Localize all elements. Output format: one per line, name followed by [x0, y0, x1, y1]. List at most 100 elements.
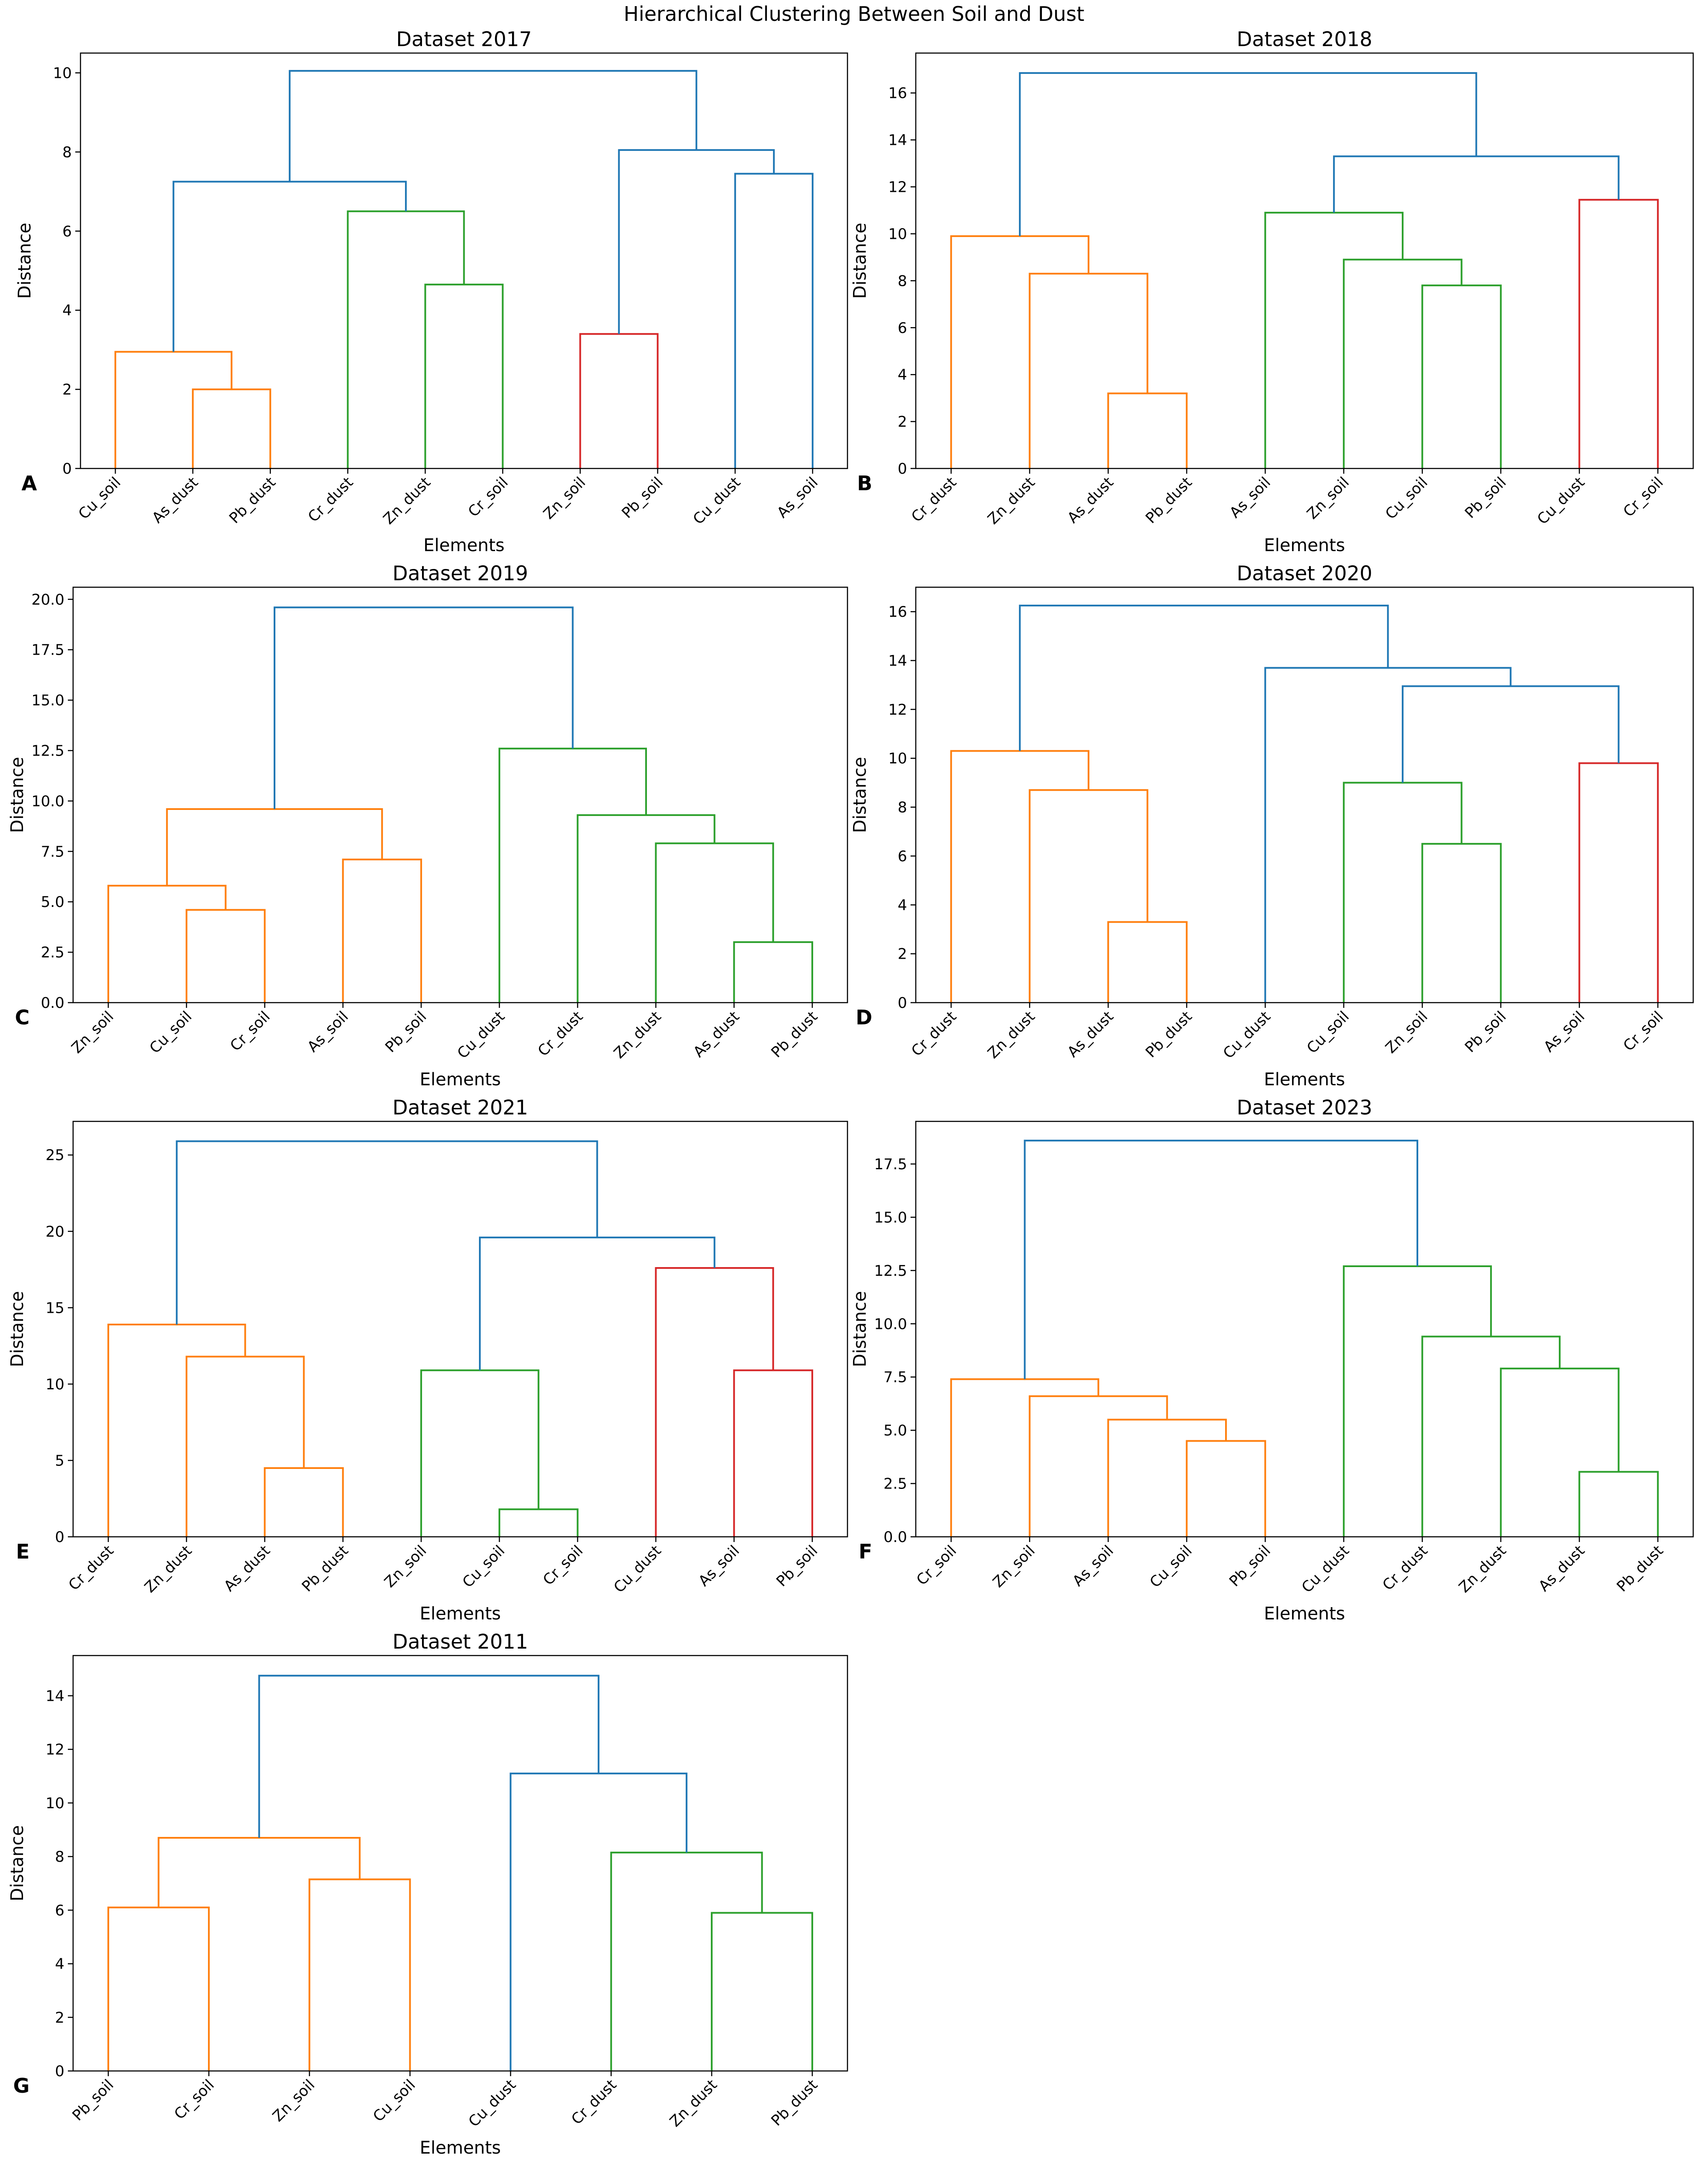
panel-title: Dataset 2019: [392, 562, 528, 585]
dendrogram-link: [308, 1878, 411, 2071]
y-tick-label: 0: [55, 2063, 64, 2080]
y-tick-label: 12: [888, 179, 907, 196]
dendrogram-link: [576, 814, 716, 1003]
dendrogram-link: [107, 1323, 246, 1537]
y-tick-label: 5.0: [41, 893, 64, 911]
dendrogram-link: [1186, 1440, 1266, 1537]
y-tick-label: 16: [888, 603, 907, 621]
plot-frame: [915, 52, 1694, 469]
y-tick-label: 0: [62, 460, 72, 478]
y-tick-label: 8: [898, 799, 907, 816]
panel-label: E: [16, 1540, 30, 1563]
dendrogram-link: [509, 1773, 688, 2071]
x-axis-label: Elements: [1264, 1604, 1345, 1624]
y-tick-label: 4: [898, 896, 907, 914]
dendrogram-link: [420, 1369, 539, 1537]
y-tick-label: 20: [46, 1223, 64, 1241]
y-tick-label: 10.0: [31, 793, 64, 810]
y-tick-label: 0: [898, 994, 907, 1012]
y-tick-label: 2: [62, 381, 72, 398]
panel-title: Dataset 2011: [392, 1630, 528, 1653]
y-tick-label: 2: [898, 413, 907, 431]
dendrogram-link: [734, 173, 814, 468]
y-axis-label: Distance: [7, 757, 27, 833]
dendrogram-link: [1421, 284, 1502, 468]
dendrogram-link: [1578, 199, 1659, 468]
panel-title: Dataset 2020: [1237, 562, 1373, 585]
dendrogram-link: [258, 1675, 599, 1838]
dendrogram-link: [655, 1267, 774, 1537]
x-axis-label: Elements: [1264, 535, 1345, 555]
y-tick-label: 0: [55, 1529, 64, 1546]
dendrogram-link: [479, 1236, 716, 1371]
y-tick-label: 8: [898, 272, 907, 290]
y-tick-label: 14: [46, 1687, 64, 1705]
y-tick-label: 12: [888, 701, 907, 719]
panel-label: D: [856, 1006, 872, 1029]
y-tick-label: 10.0: [874, 1315, 907, 1333]
y-tick-label: 5: [55, 1452, 64, 1469]
y-tick-label: 10: [46, 1795, 64, 1812]
y-tick-label: 4: [898, 366, 907, 384]
y-tick-label: 8: [62, 144, 72, 161]
panel-title: Dataset 2021: [392, 1096, 528, 1119]
dendrogram-link: [1264, 211, 1404, 468]
y-tick-label: 6: [898, 319, 907, 337]
y-tick-label: 2: [55, 2009, 64, 2027]
panel-label: G: [13, 2074, 30, 2097]
y-tick-label: 15.0: [31, 692, 64, 709]
dendrogram-link: [185, 909, 266, 1003]
y-axis-label: Distance: [7, 1825, 27, 1901]
dendrogram-link: [1019, 72, 1477, 236]
dendrogram-link: [273, 606, 574, 809]
y-tick-label: 12.5: [31, 743, 64, 760]
x-axis-label: Elements: [420, 1070, 501, 1090]
y-tick-label: 5.0: [884, 1422, 907, 1439]
y-tick-label: 4: [62, 302, 72, 319]
y-tick-label: 15: [46, 1299, 64, 1317]
dendrogram-link: [347, 210, 465, 468]
y-tick-label: 15.0: [874, 1209, 907, 1226]
y-axis-label: Distance: [850, 223, 870, 299]
y-tick-label: 4: [55, 1956, 64, 1973]
y-tick-label: 14: [888, 652, 907, 670]
x-axis-label: Elements: [423, 535, 504, 555]
dendrogram-link: [1019, 605, 1389, 751]
dendrogram-link: [288, 70, 697, 182]
y-tick-label: 2.5: [41, 944, 64, 961]
y-axis-label: Distance: [850, 1291, 870, 1367]
y-tick-label: 10: [46, 1376, 64, 1393]
y-axis-label: Distance: [7, 1291, 27, 1367]
y-tick-label: 20.0: [31, 591, 64, 609]
dendrogram-link: [1024, 1140, 1418, 1379]
dendrogram-link: [107, 885, 227, 1003]
y-tick-label: 6: [55, 1902, 64, 1919]
y-tick-label: 0.0: [884, 1529, 907, 1546]
dendrogram-link: [1343, 1265, 1492, 1537]
dendrogram-link: [579, 333, 659, 468]
y-tick-label: 25: [46, 1147, 64, 1164]
y-tick-label: 10: [53, 64, 72, 82]
y-axis-label: Distance: [850, 757, 870, 833]
plot-frame: [72, 586, 848, 1004]
y-tick-label: 10: [888, 750, 907, 767]
y-axis-label: Distance: [15, 223, 35, 299]
y-tick-label: 6: [62, 223, 72, 240]
panel-label: A: [21, 472, 37, 495]
y-tick-label: 8: [55, 1848, 64, 1866]
y-tick-label: 0.0: [41, 994, 64, 1012]
x-axis-label: Elements: [420, 1604, 501, 1624]
dendrogram-link: [1028, 1395, 1168, 1537]
dendrogram-link: [157, 1836, 361, 1908]
dendrogram-link: [1107, 392, 1188, 468]
dendrogram-link: [176, 1140, 598, 1325]
y-tick-label: 12.5: [874, 1262, 907, 1280]
y-tick-label: 17.5: [874, 1156, 907, 1173]
y-tick-label: 14: [888, 132, 907, 149]
figure-title: Hierarchical Clustering Between Soil and…: [624, 2, 1085, 26]
y-tick-label: 2.5: [884, 1475, 907, 1493]
x-axis-label: Elements: [420, 2138, 501, 2158]
y-tick-label: 12: [46, 1741, 64, 1759]
y-tick-label: 7.5: [884, 1369, 907, 1386]
